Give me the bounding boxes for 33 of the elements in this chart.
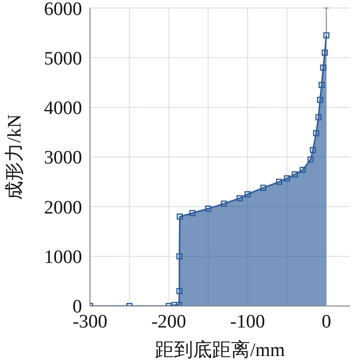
point	[322, 50, 328, 56]
point	[176, 288, 183, 294]
point	[292, 171, 298, 178]
point	[300, 166, 306, 174]
y-tick-label: 1000	[44, 247, 82, 268]
point	[315, 114, 322, 120]
point	[176, 214, 183, 220]
point	[176, 253, 183, 260]
x-tick-label: -100	[230, 311, 265, 332]
point	[308, 156, 314, 163]
y-tick-label: 2000	[44, 197, 82, 218]
point	[276, 178, 282, 185]
x-axis-title: 距到底距离/mm	[155, 339, 286, 360]
point	[244, 191, 251, 198]
point	[323, 32, 330, 38]
point	[260, 184, 266, 191]
point	[189, 210, 196, 216]
point	[284, 175, 290, 182]
x-tick-label: 0	[322, 311, 332, 332]
point	[205, 206, 212, 212]
y-tick-label: 4000	[44, 98, 82, 120]
point	[318, 82, 325, 88]
y-tick-label: 5000	[44, 48, 82, 70]
y-tick-label: 3000	[44, 148, 82, 169]
point	[313, 130, 320, 136]
point	[310, 146, 316, 154]
x-tick-label: -200	[151, 311, 186, 332]
point	[316, 96, 324, 103]
y-axis-title: 成形力/kN	[4, 114, 26, 200]
point	[236, 195, 243, 202]
point	[220, 200, 228, 207]
point	[320, 64, 326, 71]
y-tick-label: 6000	[44, 0, 82, 20]
